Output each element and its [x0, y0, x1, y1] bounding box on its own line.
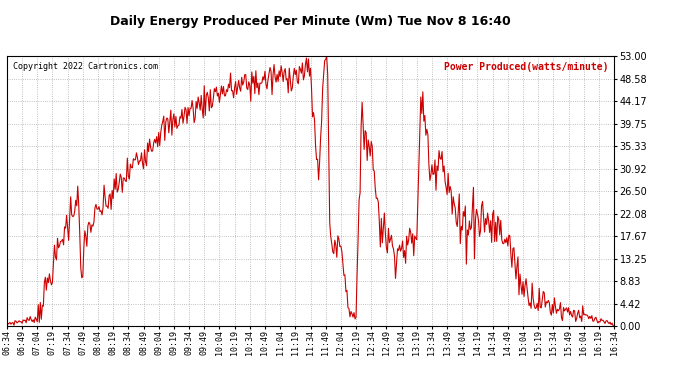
Text: Power Produced(watts/minute): Power Produced(watts/minute) [444, 62, 609, 72]
Text: Copyright 2022 Cartronics.com: Copyright 2022 Cartronics.com [13, 62, 158, 70]
Text: Daily Energy Produced Per Minute (Wm) Tue Nov 8 16:40: Daily Energy Produced Per Minute (Wm) Tu… [110, 15, 511, 28]
